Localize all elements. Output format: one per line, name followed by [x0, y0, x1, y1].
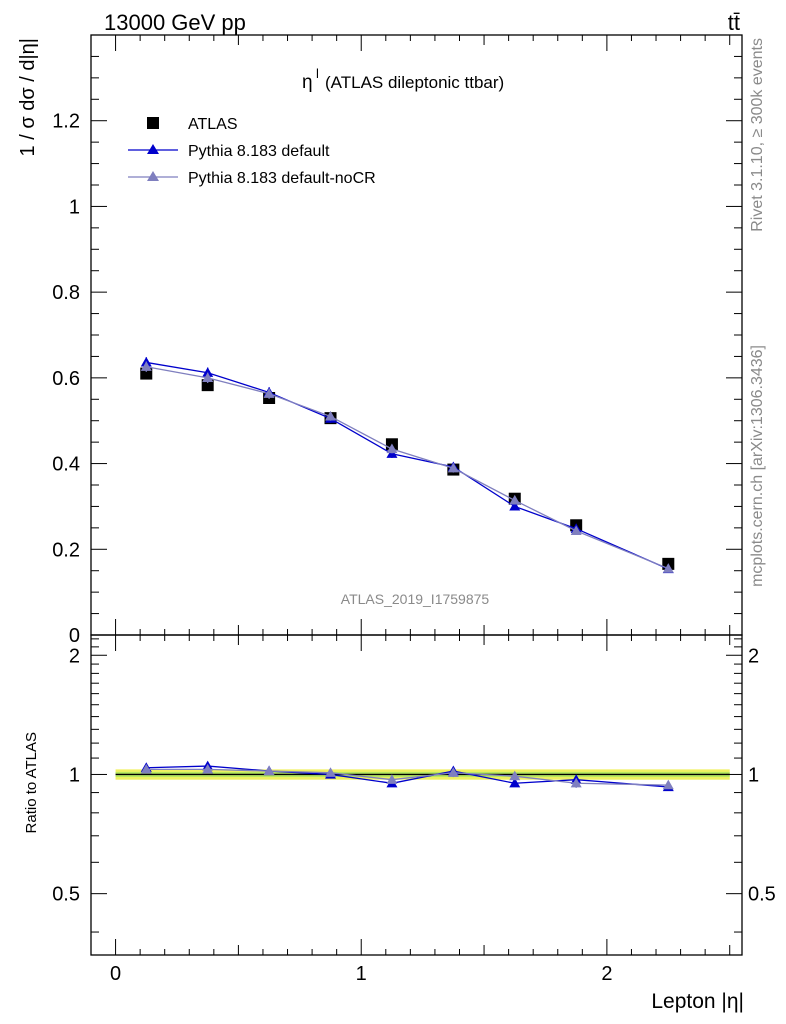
series-1-point: [202, 372, 214, 382]
series-1-point: [140, 361, 152, 371]
legend: ATLAS Pythia 8.183 default Pythia 8.183 …: [128, 116, 376, 187]
ratio-series-1-point: [509, 770, 521, 781]
series-1-point: [509, 494, 521, 505]
y-tick-label: 0.2: [52, 539, 80, 561]
ratio-series-1-point: [662, 779, 674, 790]
title-eta: η: [302, 72, 313, 93]
axes: 0 1 200.20.40.60.811.20.5 0.51 12 2: [52, 34, 776, 985]
header-left: 13000 GeV pp: [104, 10, 246, 35]
legend-marker-nocr: [147, 171, 159, 181]
y-tick-label: 0.6: [52, 368, 80, 390]
legend-marker-default: [147, 144, 159, 154]
ratio-tick-label-right: 0.5: [748, 884, 776, 906]
legend-label-nocr: Pythia 8.183 default-noCR: [188, 170, 376, 187]
y-axis-label: 1 / σ dσ / d|η|: [17, 38, 39, 156]
title-sup: l: [316, 66, 319, 81]
ratio-tick-label-right: 1: [748, 764, 759, 786]
legend-label-default: Pythia 8.183 default: [188, 143, 330, 160]
ratio-panel-frame: [90, 634, 743, 956]
series-1-point: [447, 462, 459, 473]
ratio-series-1-point: [263, 765, 275, 776]
ratio-series-1-point: [447, 767, 459, 777]
x-tick-label: 2: [601, 963, 612, 985]
series-1-point: [263, 388, 275, 398]
header-right: tt̄: [728, 10, 740, 35]
series-1-point: [325, 410, 337, 421]
series-1-point: [386, 443, 398, 454]
ratio-tick-label-left: 1: [69, 764, 80, 786]
series-0-point: [202, 367, 214, 377]
series-1-point: [662, 563, 674, 573]
main-panel-marks: [140, 356, 675, 574]
legend-marker-atlas: [147, 117, 159, 129]
ratio-y-axis-label: Ratio to ATLAS: [23, 732, 40, 833]
chart-title: η l (ATLAS dileptonic ttbar): [302, 66, 504, 93]
series-1-point: [570, 525, 582, 535]
ratio-series-1-point: [570, 777, 582, 788]
ratio-series-0-point: [509, 777, 521, 788]
ratio-series-1-point: [325, 767, 337, 777]
ratio-tick-label-left: 0.5: [52, 884, 80, 906]
ratio-tick-label-left: 2: [69, 645, 80, 667]
y-tick-label: 0: [69, 625, 80, 647]
series-line-0: [146, 361, 669, 570]
title-suffix: (ATLAS dileptonic ttbar): [325, 73, 504, 92]
x-axis-label: Lepton |η|: [651, 990, 744, 1013]
y-tick-label: 0.8: [52, 282, 80, 304]
ratio-tick-label-right: 2: [748, 645, 759, 667]
analysis-label: ATLAS_2019_I1759875: [341, 591, 490, 607]
x-tick-label: 1: [356, 963, 367, 985]
rivet-label: Rivet 3.1.10, ≥ 300k events: [749, 38, 766, 232]
mcplots-label: mcplots.cern.ch [arXiv:1306.3436]: [749, 345, 766, 587]
legend-label-atlas: ATLAS: [188, 116, 238, 133]
x-tick-label: 0: [110, 963, 121, 985]
y-tick-label: 1: [69, 196, 80, 218]
series-line-1: [146, 366, 669, 570]
ratio-panel-marks: [115, 760, 730, 792]
data-point: [201, 379, 214, 392]
y-tick-label: 0.4: [52, 454, 80, 476]
ratio-series-1-point: [140, 763, 152, 774]
y-tick-label: 1.2: [52, 111, 80, 133]
ratio-series-1-point: [202, 763, 214, 774]
series-0-point: [509, 500, 521, 511]
ratio-series-1-point: [386, 774, 398, 784]
